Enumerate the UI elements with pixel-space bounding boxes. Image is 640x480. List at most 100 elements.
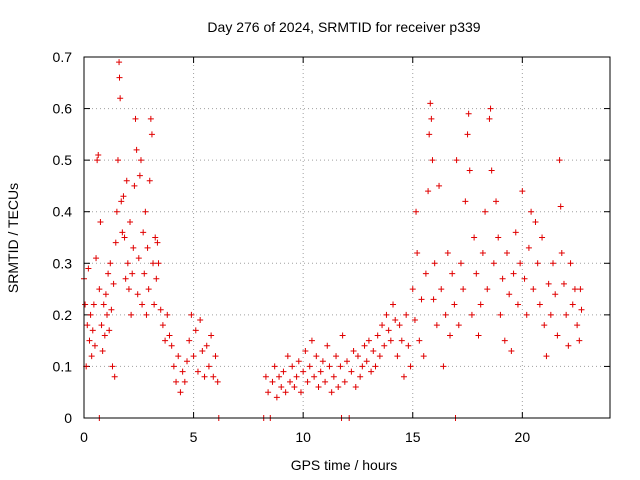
data-point: [495, 234, 502, 241]
data-point: [512, 229, 519, 236]
data-point: [146, 177, 153, 184]
data-point: [552, 291, 559, 298]
y-axis-label: SRMTID / TECUs: [5, 183, 21, 293]
data-point: [534, 260, 541, 267]
data-point: [493, 198, 500, 205]
data-point: [488, 167, 495, 174]
y-axis-ticks: 0 0.1 0.2 0.3 0.4 0.5 0.6 0.7: [53, 49, 610, 426]
data-point: [201, 373, 208, 380]
data-point: [148, 131, 155, 138]
data-point: [449, 270, 456, 277]
data-point: [532, 219, 539, 226]
data-point: [181, 378, 188, 385]
y-tick-label: 0: [64, 410, 72, 426]
data-point: [319, 358, 326, 365]
data-point: [501, 337, 508, 344]
data-point: [152, 234, 159, 241]
data-point: [108, 306, 115, 313]
data-point: [514, 301, 521, 308]
data-point: [97, 219, 104, 226]
data-point: [197, 317, 204, 324]
data-point: [503, 249, 510, 256]
data-point: [359, 363, 366, 370]
data-point: [420, 353, 427, 360]
data-point: [398, 337, 405, 344]
data-point: [482, 208, 489, 215]
data-point: [563, 311, 570, 318]
data-point: [100, 301, 107, 308]
x-axis-ticks: 0 5 10 15 20: [80, 57, 530, 445]
data-point: [577, 286, 584, 293]
data-point: [107, 260, 114, 267]
data-point: [315, 384, 322, 391]
data-point: [519, 188, 526, 195]
data-point: [276, 373, 283, 380]
data-point: [574, 322, 581, 329]
y-tick-label: 0.7: [53, 49, 73, 65]
data-point: [411, 317, 418, 324]
data-point: [89, 327, 96, 334]
data-point: [430, 296, 437, 303]
data-point: [159, 322, 166, 329]
data-point: [422, 270, 429, 277]
data-point: [333, 353, 340, 360]
data-point: [403, 311, 410, 318]
data-point: [106, 327, 113, 334]
data-point: [139, 301, 146, 308]
data-point: [530, 286, 537, 293]
data-point: [282, 389, 289, 396]
data-point: [550, 260, 557, 267]
data-point: [326, 363, 333, 370]
data-point: [150, 260, 157, 267]
data-point: [379, 322, 386, 329]
data-point: [157, 306, 164, 313]
data-point: [557, 203, 564, 210]
chart-title: Day 276 of 2024, SRMTID for receiver p33…: [207, 19, 480, 35]
data-point: [99, 347, 106, 354]
data-point: [539, 234, 546, 241]
data-point: [497, 311, 504, 318]
data-point: [344, 358, 350, 365]
data-point: [438, 286, 445, 293]
data-point: [571, 286, 578, 293]
data-point: [91, 342, 98, 349]
data-point: [414, 249, 421, 256]
data-point: [394, 353, 401, 360]
data-point: [348, 368, 355, 375]
data-point: [486, 115, 493, 122]
data-point: [425, 188, 432, 195]
data-point: [457, 260, 464, 267]
data-point: [409, 286, 416, 293]
data-point: [473, 270, 480, 277]
data-point: [162, 337, 169, 344]
data-point: [484, 286, 491, 293]
data-point: [390, 301, 397, 308]
data-point: [576, 337, 583, 344]
y-tick-label: 0.6: [53, 101, 73, 117]
data-point: [289, 363, 296, 370]
data-point: [136, 172, 143, 179]
data-point: [170, 363, 177, 370]
data-point: [130, 244, 137, 251]
data-point: [109, 363, 116, 370]
data-point: [368, 368, 375, 375]
data-point: [499, 275, 506, 282]
data-point: [82, 301, 89, 308]
data-point: [105, 270, 112, 277]
data-point: [487, 105, 494, 112]
data-point: [464, 131, 471, 138]
data-point: [413, 208, 420, 215]
data-point: [194, 368, 201, 375]
data-point: [479, 249, 486, 256]
data-point: [120, 193, 127, 200]
data-point: [116, 59, 123, 66]
x-tick-label: 20: [515, 429, 531, 445]
data-point: [357, 373, 364, 380]
data-point: [523, 311, 530, 318]
y-tick-label: 0.2: [53, 307, 73, 323]
data-point: [96, 286, 103, 293]
data-point: [154, 239, 161, 246]
data-point: [341, 378, 348, 385]
data-point: [468, 311, 475, 318]
data-point: [536, 301, 543, 308]
